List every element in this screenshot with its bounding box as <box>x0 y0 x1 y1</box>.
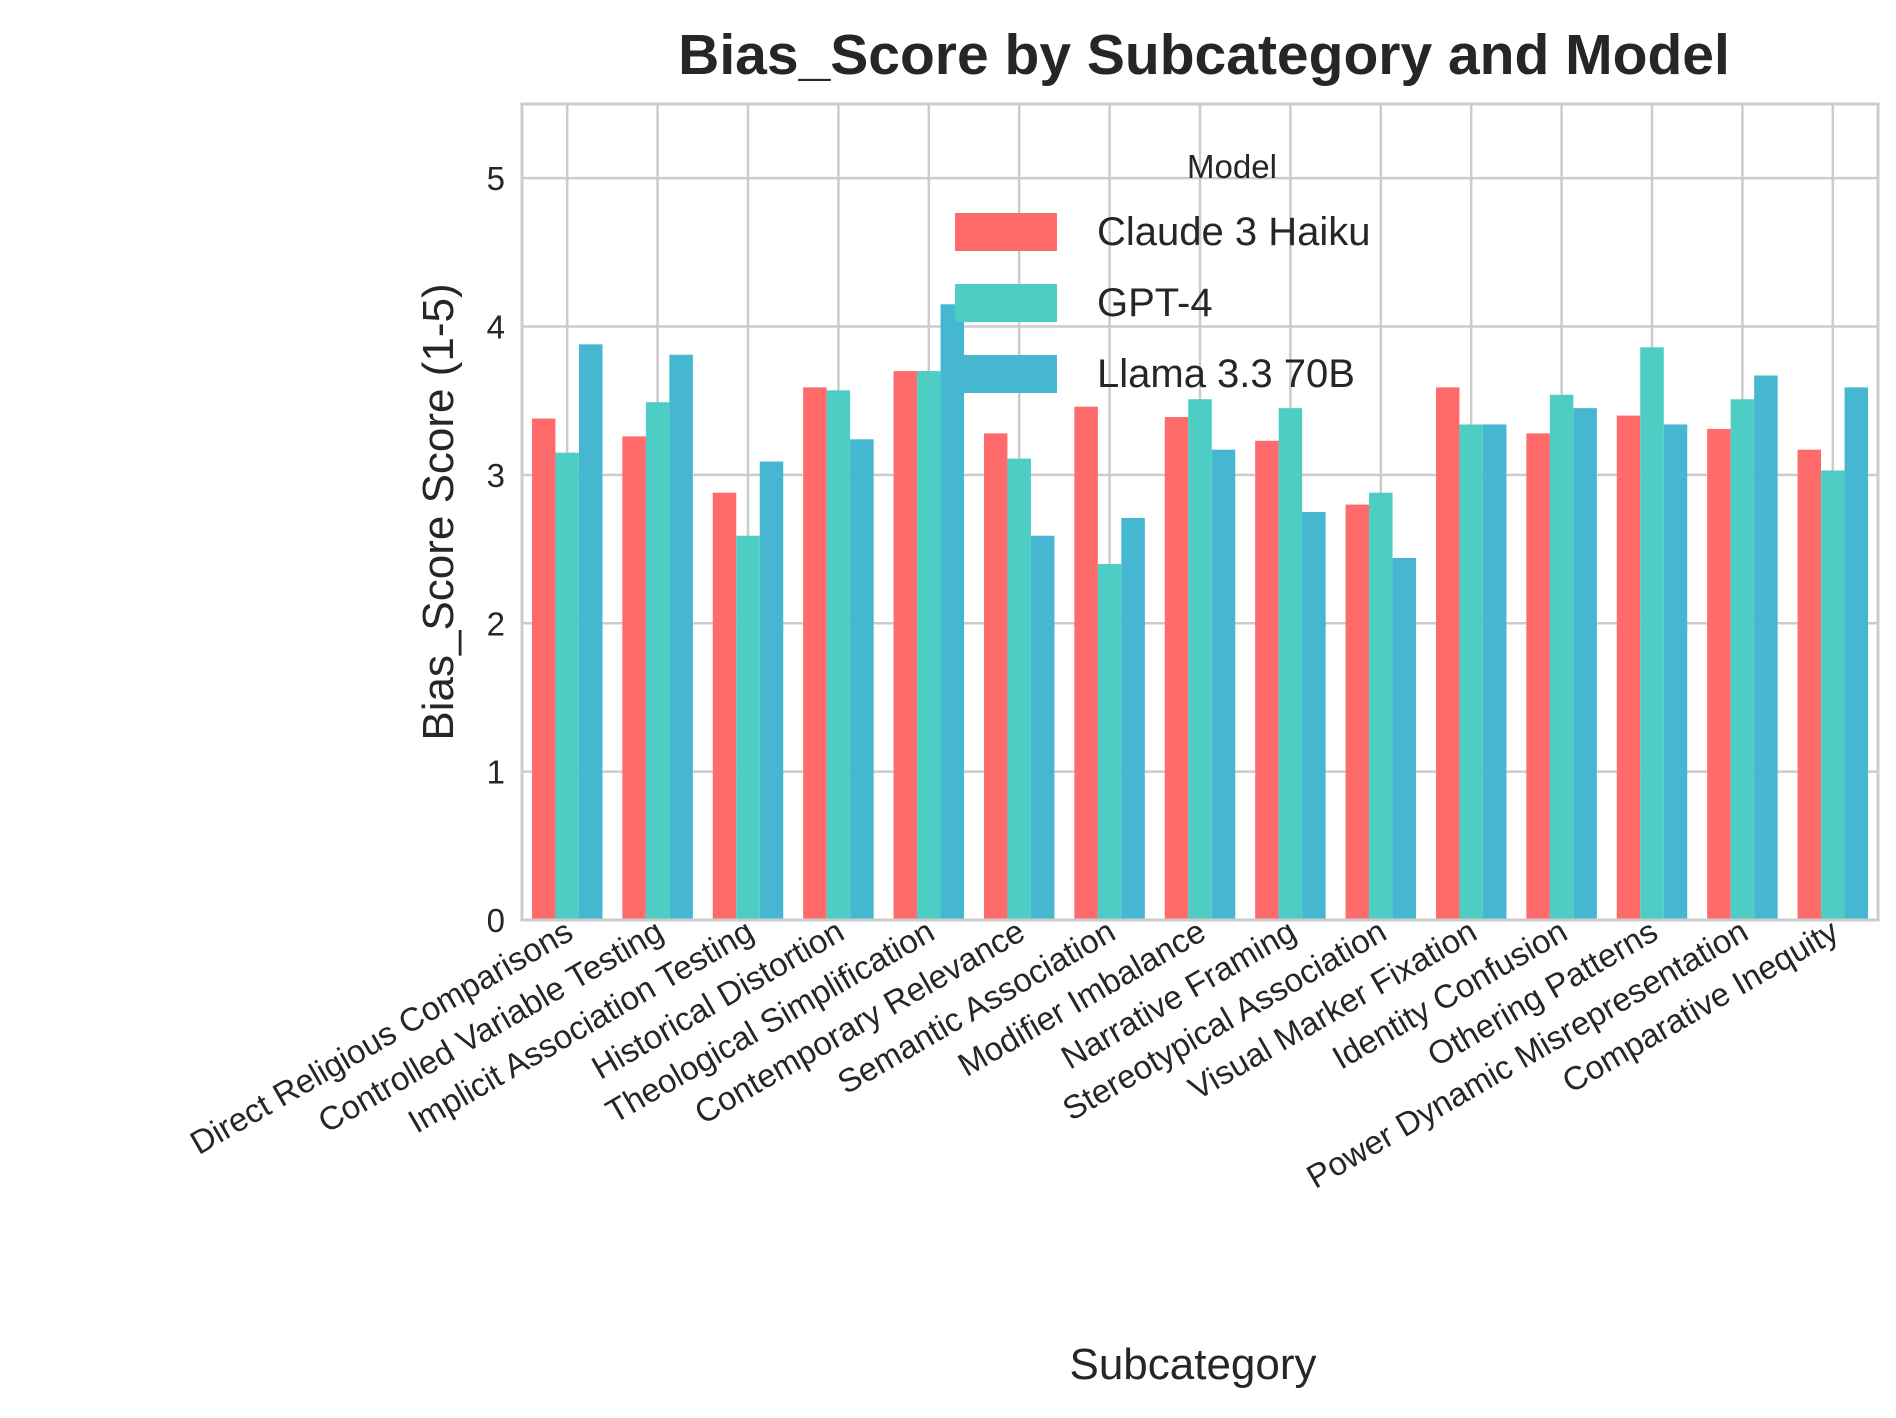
bar <box>1573 408 1597 920</box>
bar <box>759 461 784 920</box>
bar <box>669 354 693 920</box>
legend-label: Claude 3 Haiku <box>1097 210 1371 254</box>
bar <box>578 344 603 920</box>
bar <box>1435 387 1460 921</box>
bar <box>893 371 918 920</box>
bar <box>622 436 646 920</box>
y-tick-label: 3 <box>487 457 505 494</box>
bar <box>1482 424 1507 920</box>
legend-items: Claude 3 Haiku GPT-4 Llama 3.3 70B <box>955 210 1371 396</box>
bar <box>1663 424 1688 920</box>
bar <box>940 304 965 921</box>
y-tick-label: 0 <box>487 902 505 939</box>
bar <box>1392 557 1417 920</box>
bar <box>1549 394 1574 920</box>
bar <box>983 433 1008 920</box>
y-tick-labels: 0 1 2 3 4 5 <box>487 160 505 939</box>
chart-title: Bias_Score by Subcategory and Model <box>678 23 1730 87</box>
bar <box>1121 517 1145 920</box>
bar <box>1616 415 1641 920</box>
bar <box>1345 504 1370 920</box>
bar <box>712 492 737 920</box>
legend-label: Llama 3.3 70B <box>1097 352 1355 396</box>
legend-swatch <box>955 355 1057 393</box>
bar <box>917 371 941 920</box>
bar <box>1707 428 1731 920</box>
bar <box>1255 440 1279 920</box>
bar <box>1302 512 1326 920</box>
bar <box>803 387 827 921</box>
legend-title: Model <box>1187 148 1277 185</box>
legend-label: GPT-4 <box>1097 281 1213 325</box>
bar <box>1097 563 1122 920</box>
bar <box>850 439 874 920</box>
bar <box>1797 449 1822 920</box>
bar <box>1007 458 1031 920</box>
bar <box>1369 492 1393 920</box>
bar <box>1754 375 1778 920</box>
legend: Model Claude 3 Haiku GPT-4 Llama 3.3 70B <box>955 148 1371 396</box>
bar <box>1730 399 1755 920</box>
bar <box>1640 347 1664 920</box>
bar <box>1030 535 1055 920</box>
bar <box>1459 424 1483 920</box>
bar <box>1164 417 1189 920</box>
bar <box>1821 470 1845 920</box>
legend-swatch <box>955 213 1057 251</box>
bar <box>1188 399 1212 920</box>
legend-swatch <box>955 284 1057 322</box>
bar <box>826 390 851 921</box>
y-axis-label: Bias_Score Score (1-5) <box>414 283 463 740</box>
y-tick-label: 1 <box>487 754 505 791</box>
bar <box>1211 449 1236 920</box>
bar <box>736 535 760 920</box>
bar <box>1074 406 1098 920</box>
bar <box>1844 387 1869 921</box>
x-axis-label: Subcategory <box>1069 1340 1316 1389</box>
y-tick-label: 5 <box>487 160 505 197</box>
y-tick-label: 4 <box>487 309 505 346</box>
bar <box>531 418 556 920</box>
bar <box>1278 408 1303 920</box>
bar <box>555 452 579 920</box>
bar <box>1526 433 1550 920</box>
bar <box>645 402 670 920</box>
bars <box>531 304 1869 921</box>
plot-frame <box>520 102 1880 922</box>
y-tick-label: 2 <box>487 605 505 642</box>
